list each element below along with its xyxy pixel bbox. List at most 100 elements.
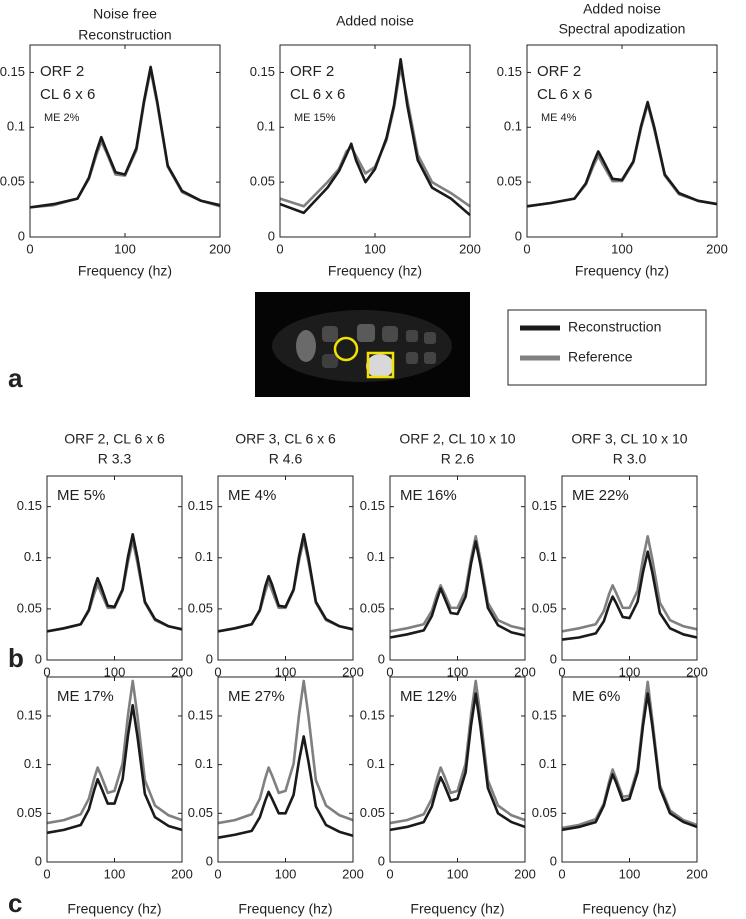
y-tick-label: 0.1 xyxy=(24,756,42,771)
x-tick-label: 200 xyxy=(686,866,708,881)
chart-subtitle: R 2.6 xyxy=(441,451,475,467)
x-axis-label: Frequency (hz) xyxy=(78,263,172,279)
y-tick-label: 0 xyxy=(18,228,25,243)
annotation: CL 6 x 6 xyxy=(40,86,95,103)
x-tick-label: 0 xyxy=(386,664,393,679)
series-line xyxy=(217,679,354,825)
y-tick-label: 0.05 xyxy=(360,600,385,615)
annotation: ME 15% xyxy=(294,112,336,124)
x-tick-label: 0 xyxy=(276,241,283,256)
y-tick-label: 0 xyxy=(378,853,385,868)
series-line xyxy=(46,532,183,633)
x-tick-label: 200 xyxy=(514,664,536,679)
y-tick-label: 0 xyxy=(35,651,42,666)
y-tick-label: 0.1 xyxy=(24,549,42,564)
legend-label: Reconstruction xyxy=(568,319,661,335)
series-line xyxy=(46,539,183,633)
series-line xyxy=(217,735,354,839)
x-tick-label: 200 xyxy=(342,866,364,881)
series-line xyxy=(279,57,471,217)
panel-label: c xyxy=(8,888,22,918)
y-tick-label: 0 xyxy=(378,651,385,666)
legend: Reconstruction Reference xyxy=(507,309,707,386)
x-tick-label: 100 xyxy=(611,241,633,256)
annotation: ORF 2 xyxy=(40,63,84,80)
x-axis-label: Frequency (hz) xyxy=(238,901,332,917)
series-line xyxy=(561,550,698,641)
x-tick-label: 100 xyxy=(114,241,136,256)
annotation: ME 16% xyxy=(400,487,457,504)
y-tick-label: 0 xyxy=(515,228,522,243)
series-line xyxy=(217,532,354,633)
annotation: ME 2% xyxy=(44,112,80,124)
mri-inset xyxy=(255,292,470,397)
y-tick-label: 0.05 xyxy=(360,805,385,820)
x-tick-label: 100 xyxy=(104,866,126,881)
annotation: ME 5% xyxy=(57,487,105,504)
series-line xyxy=(526,100,718,208)
y-tick-label: 0.15 xyxy=(532,707,557,722)
x-tick-label: 0 xyxy=(558,664,565,679)
chart-title: ORF 2, CL 6 x 6 xyxy=(64,431,165,447)
x-axis-label: Frequency (hz) xyxy=(328,263,422,279)
y-tick-label: 0 xyxy=(35,853,42,868)
x-tick-label: 200 xyxy=(171,664,193,679)
series-line xyxy=(217,538,354,633)
y-tick-label: 0 xyxy=(206,651,213,666)
chart-subtitle: R 3.0 xyxy=(613,451,647,467)
series-line xyxy=(389,679,526,825)
chart-title: Noise free xyxy=(93,6,157,22)
y-tick-label: 0.1 xyxy=(539,549,557,564)
y-tick-label: 0.15 xyxy=(0,64,25,79)
y-tick-label: 0.15 xyxy=(188,707,213,722)
x-axis-label: Frequency (hz) xyxy=(575,263,669,279)
y-tick-label: 0 xyxy=(550,651,557,666)
annotation: ME 12% xyxy=(400,688,457,705)
annotation: ME 22% xyxy=(572,487,629,504)
chart-title: ORF 3, CL 6 x 6 xyxy=(235,431,336,447)
y-tick-label: 0.1 xyxy=(195,756,213,771)
x-tick-label: 200 xyxy=(514,866,536,881)
annotation: ORF 2 xyxy=(290,63,334,80)
x-tick-label: 200 xyxy=(706,241,728,256)
y-tick-label: 0.1 xyxy=(367,549,385,564)
y-tick-label: 0.1 xyxy=(539,756,557,771)
x-tick-label: 200 xyxy=(686,664,708,679)
y-tick-label: 0.05 xyxy=(532,805,557,820)
y-tick-label: 0 xyxy=(206,853,213,868)
x-tick-label: 0 xyxy=(386,866,393,881)
annotation: ME 4% xyxy=(541,112,577,124)
y-tick-label: 0.05 xyxy=(497,174,522,189)
y-tick-label: 0.15 xyxy=(17,498,42,513)
y-tick-label: 0.05 xyxy=(17,600,42,615)
y-tick-label: 0.15 xyxy=(17,707,42,722)
x-axis-label: Frequency (hz) xyxy=(67,901,161,917)
x-tick-label: 200 xyxy=(459,241,481,256)
y-tick-label: 0.15 xyxy=(360,498,385,513)
chart-subtitle: R 3.3 xyxy=(98,451,132,467)
series-line xyxy=(389,540,526,639)
series-line xyxy=(561,692,698,832)
annotation: ME 4% xyxy=(228,487,276,504)
chart-title: ORF 2, CL 10 x 10 xyxy=(399,431,515,447)
x-axis-label: Frequency (hz) xyxy=(582,901,676,917)
chart-title: ORF 3, CL 10 x 10 xyxy=(571,431,687,447)
y-tick-label: 0.05 xyxy=(188,805,213,820)
x-tick-label: 100 xyxy=(447,664,469,679)
series-line xyxy=(389,535,526,633)
y-tick-label: 0.1 xyxy=(367,756,385,771)
chart-subtitle: R 4.6 xyxy=(269,451,303,467)
chart-title: Added noise xyxy=(336,13,414,29)
x-tick-label: 0 xyxy=(523,241,530,256)
chart-subtitle: Reconstruction xyxy=(78,27,171,43)
x-tick-label: 0 xyxy=(558,866,565,881)
chart-subtitle: Spectral apodization xyxy=(559,21,686,37)
x-tick-label: 0 xyxy=(214,664,221,679)
y-tick-label: 0.1 xyxy=(504,119,522,134)
x-tick-label: 100 xyxy=(619,664,641,679)
x-tick-label: 100 xyxy=(104,664,126,679)
x-tick-label: 200 xyxy=(209,241,231,256)
series-line xyxy=(29,65,221,209)
x-tick-label: 0 xyxy=(43,866,50,881)
x-tick-label: 0 xyxy=(26,241,33,256)
